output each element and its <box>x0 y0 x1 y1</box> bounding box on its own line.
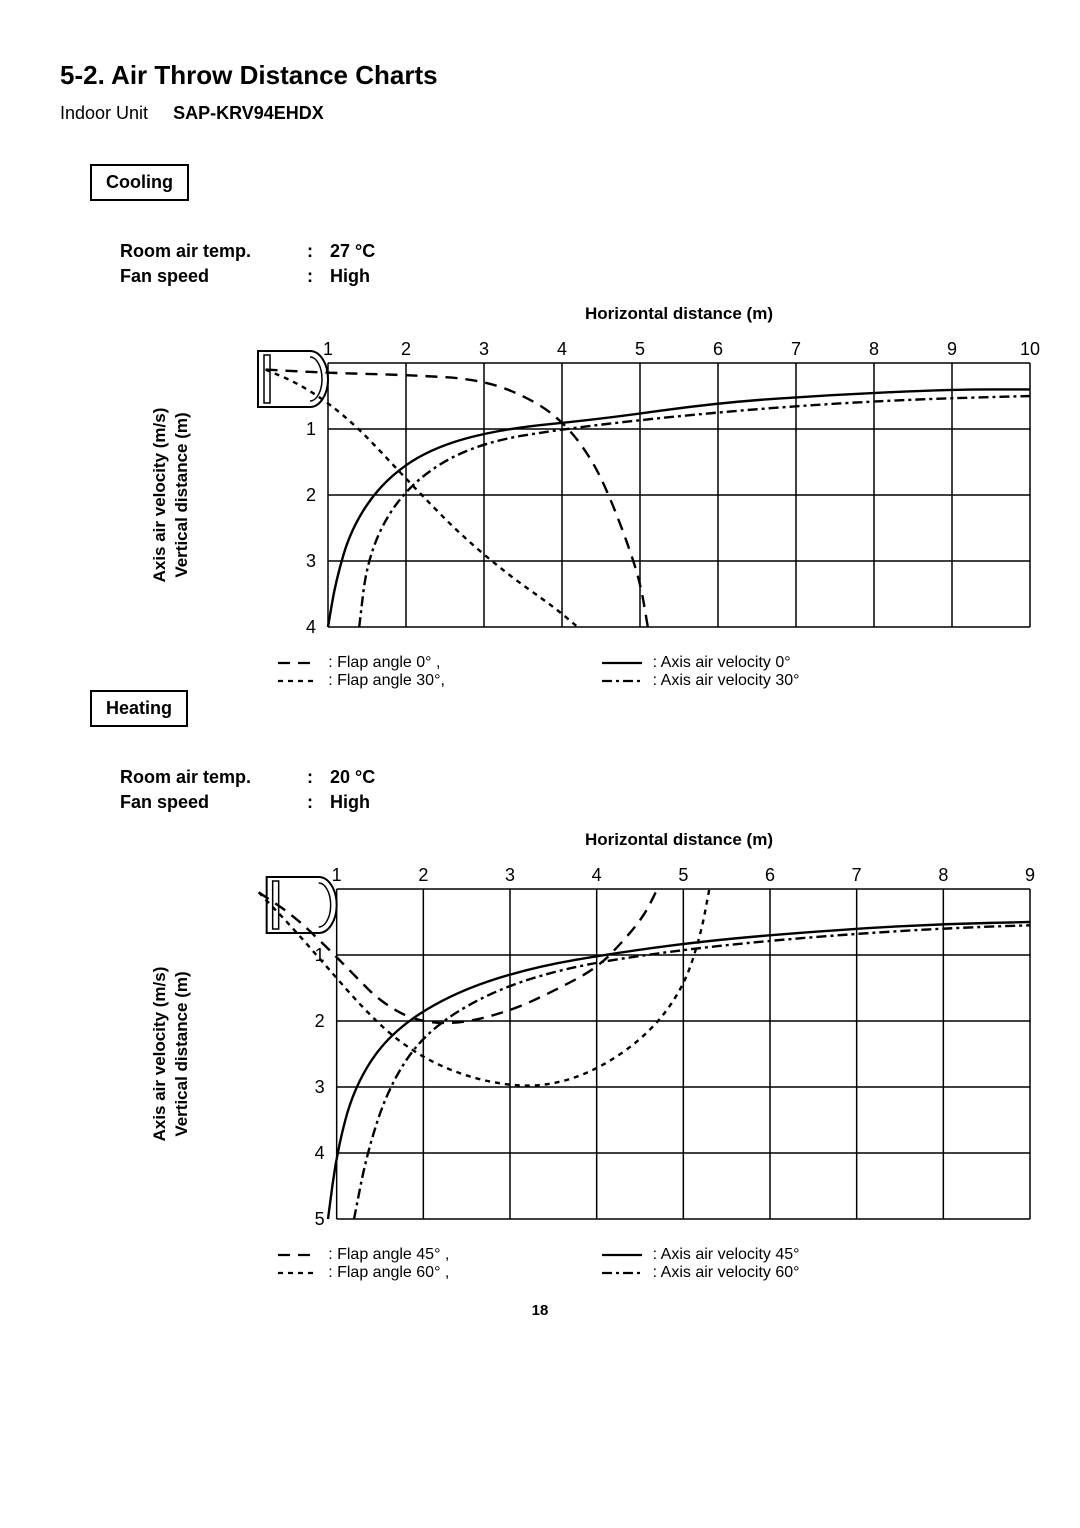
series-vel_60 <box>354 925 1030 1219</box>
svg-text:2: 2 <box>401 339 411 359</box>
svg-text:8: 8 <box>869 339 879 359</box>
chart-legend-0: : Flap angle 0° , : Axis air velocity 0°… <box>180 654 1020 690</box>
svg-text:5: 5 <box>315 1209 325 1229</box>
chart-svg-1: Horizontal distance (m)12345678912345Axi… <box>70 829 1080 1229</box>
chart-svg-0: Horizontal distance (m) 1 2 3 4 5 6 7 8 9 10 1 2 3 4 Ax… <box>70 303 1080 637</box>
mode-label-1: Heating <box>90 690 188 727</box>
svg-text:Axis air velocity (m/s): Axis air velocity (m/s) <box>150 408 169 583</box>
svg-text:3: 3 <box>479 339 489 359</box>
svg-text:1: 1 <box>306 419 316 439</box>
svg-text:8: 8 <box>938 865 948 885</box>
svg-text:3: 3 <box>306 551 316 571</box>
svg-text:Horizontal distance (m): Horizontal distance (m) <box>585 304 773 323</box>
svg-text:Vertical distance (m): Vertical distance (m) <box>172 971 191 1136</box>
model-number: SAP-KRV94EHDX <box>173 103 324 123</box>
svg-text:5: 5 <box>678 865 688 885</box>
svg-text:7: 7 <box>791 339 801 359</box>
mode-label-0: Cooling <box>90 164 189 201</box>
section-title: 5-2. Air Throw Distance Charts <box>60 60 1020 91</box>
svg-text:2: 2 <box>306 485 316 505</box>
svg-text:6: 6 <box>765 865 775 885</box>
svg-text:1: 1 <box>323 339 333 359</box>
svg-text:1: 1 <box>332 865 342 885</box>
conditions-1: Room air temp.:20 °C Fan speed:High <box>120 767 1020 813</box>
chart-block-0: Cooling Room air temp.:27 °C Fan speed:H… <box>60 164 1020 690</box>
conditions-0: Room air temp.:27 °C Fan speed:High <box>120 241 1020 287</box>
svg-text:3: 3 <box>315 1077 325 1097</box>
series-vel_45 <box>328 922 1030 1219</box>
svg-text:3: 3 <box>505 865 515 885</box>
svg-text:4: 4 <box>306 617 316 637</box>
indoor-unit-label: Indoor Unit <box>60 103 148 123</box>
svg-text:9: 9 <box>1025 865 1035 885</box>
page-number: 18 <box>60 1302 1020 1319</box>
svg-text:10: 10 <box>1020 339 1040 359</box>
svg-text:2: 2 <box>418 865 428 885</box>
svg-text:2: 2 <box>315 1011 325 1031</box>
chart-legend-1: : Flap angle 45° , : Axis air velocity 4… <box>180 1246 1020 1282</box>
svg-text:4: 4 <box>592 865 602 885</box>
svg-text:Horizontal distance (m): Horizontal distance (m) <box>585 830 773 849</box>
charts-container: Cooling Room air temp.:27 °C Fan speed:H… <box>60 164 1020 1282</box>
svg-text:9: 9 <box>947 339 957 359</box>
svg-text:5: 5 <box>635 339 645 359</box>
svg-text:7: 7 <box>852 865 862 885</box>
svg-text:Vertical distance (m): Vertical distance (m) <box>172 412 191 577</box>
indoor-unit-icon <box>258 351 328 407</box>
series-flap_0 <box>266 370 648 627</box>
svg-text:4: 4 <box>315 1143 325 1163</box>
svg-text:Axis air velocity (m/s): Axis air velocity (m/s) <box>150 967 169 1142</box>
svg-text:6: 6 <box>713 339 723 359</box>
subtitle-row: Indoor Unit SAP-KRV94EHDX <box>60 103 1020 124</box>
chart-block-1: Heating Room air temp.:20 °C Fan speed:H… <box>60 690 1020 1282</box>
svg-text:4: 4 <box>557 339 567 359</box>
series-vel_30 <box>359 396 1030 627</box>
